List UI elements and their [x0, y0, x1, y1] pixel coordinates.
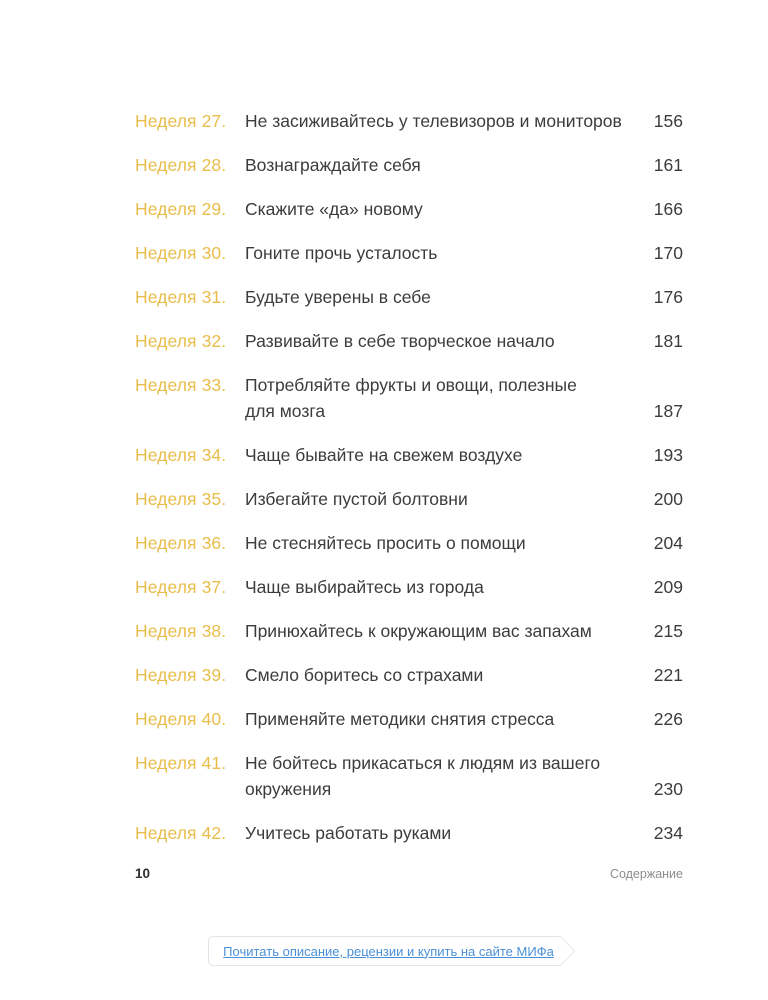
toc-entry-label: Неделя 37.: [135, 577, 227, 597]
toc-entry-title: Принюхайтесь к окружающим вас запахам: [245, 621, 592, 641]
toc-entry-label: Неделя 36.: [135, 533, 227, 553]
toc-entry: Неделя 36. Не стесняйтесь просить о помо…: [135, 530, 683, 556]
toc-entry-label: Неделя 39.: [135, 665, 227, 685]
toc-entry: Неделя 32. Развивайте в себе творческое …: [135, 328, 683, 354]
toc-entry-title: Смело боритесь со страхами: [245, 665, 484, 685]
toc-entry-page: 209: [653, 577, 683, 597]
toc-entry: Неделя 42. Учитесь работать руками 234: [135, 820, 683, 846]
page-footer: 10 Содержание: [135, 866, 683, 881]
toc-entry: Неделя 30. Гоните прочь усталость 170: [135, 240, 683, 266]
toc-entry: Неделя 27. Не засиживайтесь у телевизоро…: [135, 108, 683, 134]
toc-entry-page: 193: [653, 445, 683, 465]
toc-entry-page: 221: [653, 665, 683, 685]
toc-entry: Неделя 38. Принюхайтесь к окружающим вас…: [135, 618, 683, 644]
toc-entry-page: 215: [653, 621, 683, 641]
toc-entry-title: Не стесняйтесь просить о помощи: [245, 533, 526, 553]
toc-entry-title: Гоните прочь усталость: [245, 243, 438, 263]
toc-entry-title: Развивайте в себе творческое начало: [245, 331, 555, 351]
toc-entry: Неделя 40. Применяйте методики снятия ст…: [135, 706, 683, 732]
toc-entry-title: Избегайте пустой болтовни: [245, 489, 468, 509]
toc-list: Неделя 27. Не засиживайтесь у телевизоро…: [135, 108, 683, 846]
toc-entry-title: Чаще бывайте на свежем воздухе: [245, 445, 523, 465]
footer-page-number: 10: [135, 866, 151, 881]
toc-entry-label: Неделя 41.: [135, 753, 227, 773]
toc-entry-title: Не бойтесь прикасаться к людям из вашего…: [245, 753, 601, 799]
toc-entry-page: 166: [653, 199, 683, 219]
toc-entry: Неделя 31. Будьте уверены в себе 176: [135, 284, 683, 310]
toc-entry-page: 230: [653, 779, 683, 799]
toc-entry-page: 187: [653, 401, 683, 421]
toc-entry-label: Неделя 40.: [135, 709, 227, 729]
toc-entry-label: Неделя 34.: [135, 445, 227, 465]
toc-entry-title: Скажите «да» новому: [245, 199, 423, 219]
toc-entry-page: 226: [653, 709, 683, 729]
toc-entry: Неделя 33. Потребляйте фрукты и овощи, п…: [135, 372, 683, 424]
toc-entry: Неделя 39. Смело боритесь со страхами 22…: [135, 662, 683, 688]
toc-entry-title: Не засиживайтесь у телевизоров и монитор…: [245, 111, 622, 131]
toc-entry-label: Неделя 30.: [135, 243, 227, 263]
site-link[interactable]: Почитать описание, рецензии и купить на …: [223, 943, 554, 959]
toc-entry-title: Будьте уверены в себе: [245, 287, 431, 307]
toc-entry-page: 204: [653, 533, 683, 553]
toc-entry-title: Учитесь работать руками: [245, 823, 452, 843]
toc-entry: Неделя 34. Чаще бывайте на свежем воздух…: [135, 442, 683, 468]
toc-entry-label: Неделя 42.: [135, 823, 227, 843]
toc-entry-page: 234: [653, 823, 683, 843]
toc-entry-label: Неделя 38.: [135, 621, 227, 641]
toc-entry-label: Неделя 29.: [135, 199, 227, 219]
toc-entry-label: Неделя 35.: [135, 489, 227, 509]
toc-entry: Неделя 41. Не бойтесь прикасаться к людя…: [135, 750, 683, 802]
toc-entry-page: 170: [653, 243, 683, 263]
toc-entry-title: Чаще выбирайтесь из города: [245, 577, 484, 597]
toc-entry: Неделя 29. Скажите «да» новому 166: [135, 196, 683, 222]
toc-entry-page: 176: [653, 287, 683, 307]
site-link-banner[interactable]: Почитать описание, рецензии и купить на …: [208, 936, 560, 966]
site-link-banner-container: Почитать описание, рецензии и купить на …: [0, 936, 768, 966]
toc-entry: Неделя 35. Избегайте пустой болтовни 200: [135, 486, 683, 512]
toc-entry-label: Неделя 32.: [135, 331, 227, 351]
toc-entry-label: Неделя 27.: [135, 111, 227, 131]
toc-entry-title: Вознаграждайте себя: [245, 155, 421, 175]
toc-entry-label: Неделя 33.: [135, 375, 227, 395]
toc-entry-title: Применяйте методики снятия стресса: [245, 709, 555, 729]
toc-entry: Неделя 28. Вознаграждайте себя 161: [135, 152, 683, 178]
toc-entry-page: 181: [653, 331, 683, 351]
toc-entry-page: 156: [653, 111, 683, 131]
toc-entry-page: 200: [653, 489, 683, 509]
toc-entry-label: Неделя 31.: [135, 287, 227, 307]
toc-entry-page: 161: [653, 155, 683, 175]
toc-entry-label: Неделя 28.: [135, 155, 227, 175]
toc-entry-title: Потребляйте фрукты и овощи, полезные для…: [245, 375, 577, 421]
toc-entry: Неделя 37. Чаще выбирайтесь из города 20…: [135, 574, 683, 600]
footer-section-label: Содержание: [609, 867, 683, 881]
